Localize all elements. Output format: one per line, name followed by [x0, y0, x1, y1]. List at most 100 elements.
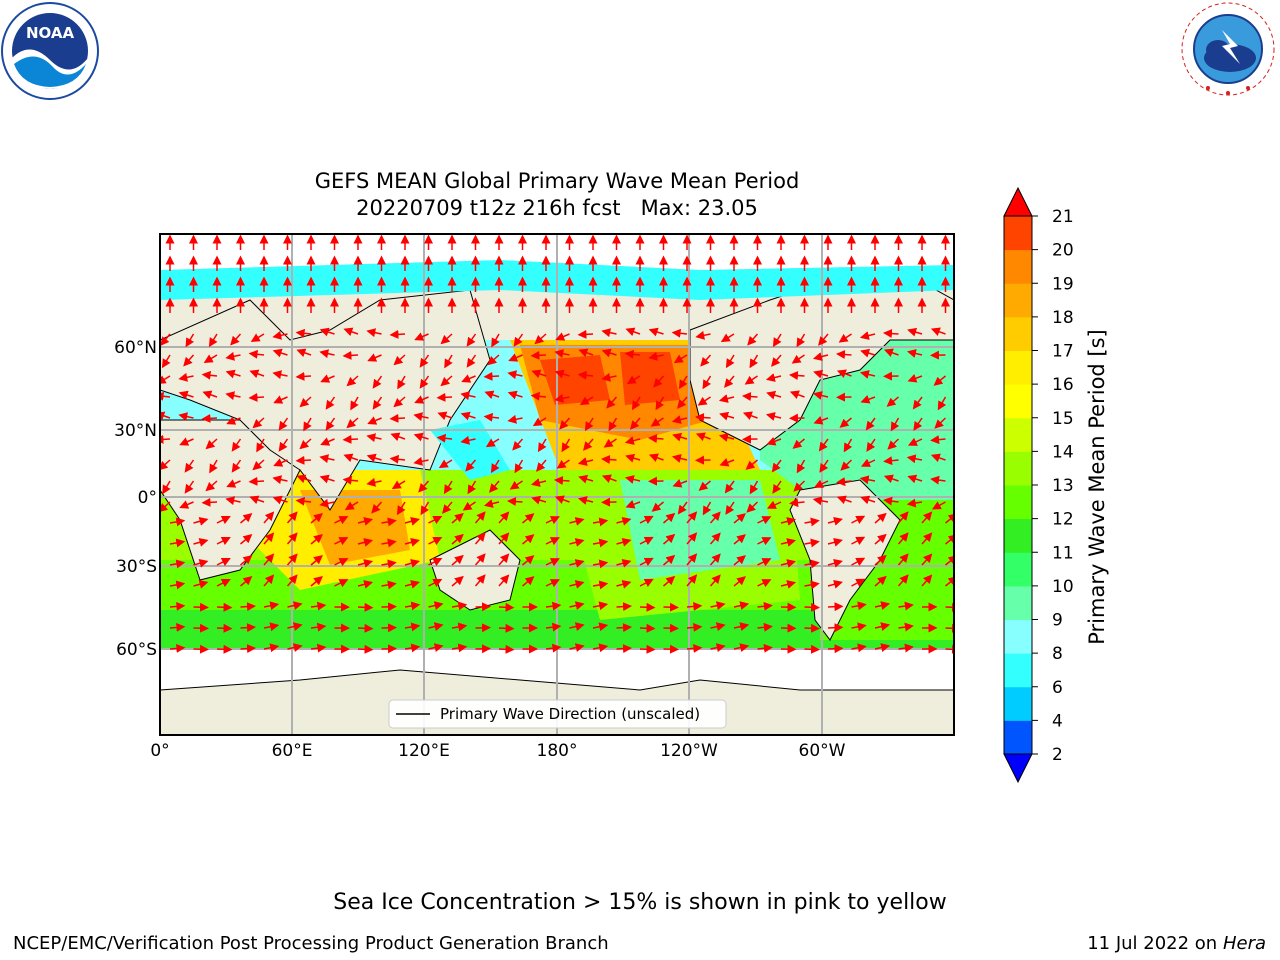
direction-arrow — [498, 553, 510, 566]
direction-arrow — [216, 537, 231, 546]
direction-arrow — [310, 576, 323, 587]
direction-arrow — [710, 622, 726, 632]
direction-arrow — [428, 601, 444, 610]
direction-arrow — [843, 438, 853, 453]
direction-arrow — [898, 643, 914, 653]
colorbar-tick-label: 8 — [1052, 644, 1063, 664]
direction-arrow — [357, 623, 374, 633]
direction-arrow — [592, 559, 609, 569]
direction-arrow — [772, 333, 782, 348]
direction-arrow — [216, 602, 233, 612]
direction-arrow — [263, 553, 275, 566]
legend-label: Primary Wave Direction (unscaled) — [440, 705, 700, 723]
direction-arrow — [584, 417, 594, 432]
x-tick-label: 120°E — [398, 741, 450, 761]
footer-credit: NCEP/EMC/Verification Post Processing Pr… — [13, 933, 609, 954]
direction-arrow — [381, 538, 397, 548]
direction-arrow — [569, 538, 585, 547]
map-field — [160, 234, 954, 735]
direction-arrow — [745, 459, 758, 470]
direction-arrow — [860, 458, 876, 467]
direction-arrow — [545, 558, 560, 567]
direction-arrow — [603, 438, 617, 448]
direction-arrow — [396, 501, 406, 516]
direction-arrow — [906, 454, 923, 464]
direction-arrow — [702, 501, 712, 516]
direction-arrow — [545, 579, 560, 588]
direction-arrow — [631, 396, 641, 411]
colorbar-tick-label: 6 — [1052, 678, 1063, 698]
direction-arrow — [273, 458, 288, 467]
direction-arrow — [804, 559, 820, 569]
direction-arrow — [554, 495, 570, 504]
direction-arrow — [859, 475, 876, 485]
direction-arrow — [296, 474, 312, 484]
direction-arrow — [695, 432, 711, 441]
direction-arrow — [606, 396, 618, 409]
direction-arrow — [733, 643, 750, 653]
direction-arrow — [185, 333, 195, 348]
direction-arrow — [357, 644, 374, 654]
direction-arrow — [334, 516, 349, 525]
direction-arrow — [169, 559, 186, 569]
colorbar-tick-label: 2 — [1052, 745, 1063, 765]
direction-arrow — [460, 391, 476, 401]
direction-arrow — [725, 501, 735, 515]
direction-arrow — [485, 438, 500, 448]
direction-arrow — [672, 432, 688, 442]
direction-arrow — [677, 501, 688, 515]
direction-arrow — [883, 474, 899, 484]
direction-arrow — [945, 555, 954, 566]
direction-arrow — [250, 333, 265, 342]
direction-arrow — [278, 417, 289, 431]
colorbar-tick-label: 17 — [1052, 342, 1074, 362]
direction-arrow — [930, 435, 946, 445]
direction-arrow — [169, 601, 186, 611]
direction-arrow — [912, 396, 923, 410]
direction-arrow — [827, 623, 844, 633]
direction-arrow — [278, 438, 289, 452]
chart-title: GEFS MEAN Global Primary Wave Mean Perio… — [314, 169, 800, 193]
x-tick-label: 180° — [537, 741, 578, 761]
direction-arrow — [442, 501, 453, 514]
direction-arrow — [625, 327, 641, 337]
direction-arrow — [404, 558, 420, 568]
direction-arrow — [766, 500, 782, 509]
colorbar-swatch — [1004, 316, 1032, 351]
direction-arrow — [240, 644, 256, 654]
direction-arrow — [225, 369, 241, 379]
direction-arrow — [697, 396, 711, 406]
direction-arrow — [577, 329, 594, 339]
direction-arrow — [428, 537, 443, 546]
direction-arrow — [933, 375, 946, 386]
direction-arrow — [310, 601, 327, 611]
direction-arrow — [438, 459, 453, 469]
direction-arrow — [757, 622, 773, 632]
direction-arrow — [319, 454, 335, 464]
direction-arrow — [226, 479, 241, 488]
legend: Primary Wave Direction (unscaled) — [388, 699, 727, 729]
direction-arrow — [686, 532, 698, 545]
direction-arrow — [272, 348, 288, 358]
direction-arrow — [404, 643, 421, 653]
direction-arrow — [851, 643, 867, 653]
direction-arrow — [490, 459, 500, 474]
direction-arrow — [639, 515, 654, 525]
direction-arrow — [789, 498, 805, 508]
direction-arrow — [907, 437, 923, 446]
direction-arrow — [272, 475, 288, 485]
direction-arrow — [487, 354, 500, 366]
direction-arrow — [897, 574, 909, 587]
direction-arrow — [319, 349, 335, 359]
direction-arrow — [648, 327, 664, 337]
direction-arrow — [256, 438, 265, 453]
direction-arrow — [230, 333, 242, 346]
colorbar-swatch — [1004, 552, 1032, 587]
direction-arrow — [160, 411, 171, 421]
direction-arrow — [766, 390, 782, 400]
direction-arrow — [616, 516, 632, 526]
direction-arrow — [389, 413, 406, 423]
direction-arrow — [765, 412, 782, 421]
y-tick-label: 60°N — [114, 338, 157, 358]
colorbar-tick-label: 15 — [1052, 409, 1074, 429]
